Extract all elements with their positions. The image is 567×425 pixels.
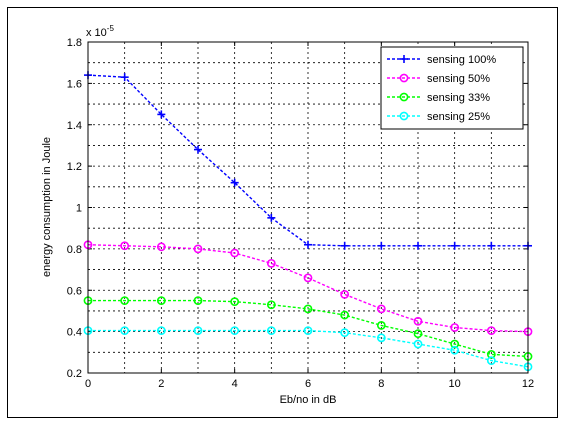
data-point xyxy=(413,316,423,326)
data-point xyxy=(266,258,276,268)
x-tick-labels: 0 2 4 6 8 10 12 xyxy=(85,378,534,390)
y-tick-labels: 0.2 0.4 0.6 0.8 1 1.2 1.4 1.6 1.8 xyxy=(67,37,82,380)
legend-item: sensing 33% xyxy=(387,92,490,104)
y-tick-label: 1.8 xyxy=(67,37,82,49)
legend-marker xyxy=(399,92,409,102)
data-point xyxy=(304,240,312,249)
legend-marker xyxy=(400,55,408,63)
data-point xyxy=(303,304,313,314)
data-point xyxy=(230,297,240,307)
legend: sensing 100% sensing 50% sensing 33% sensin… xyxy=(380,46,524,130)
data-point xyxy=(303,326,313,335)
y-tick-label: 0.2 xyxy=(67,368,82,380)
data-point xyxy=(120,296,130,305)
legend-label: sensing 50% xyxy=(427,73,490,85)
data-point xyxy=(450,345,460,355)
y-tick-label: 0.8 xyxy=(67,244,82,256)
data-point xyxy=(194,145,202,154)
data-point xyxy=(156,326,166,335)
data-point xyxy=(486,349,496,359)
series-line xyxy=(87,244,529,333)
data-point xyxy=(450,323,460,332)
data-point xyxy=(303,273,313,283)
y-tick-label: 0.6 xyxy=(67,285,82,297)
series-line xyxy=(88,329,529,368)
y-tick-label: 1 xyxy=(76,203,82,215)
data-point xyxy=(193,326,203,335)
y-exponent-base: x 10 xyxy=(86,27,107,39)
data-point xyxy=(156,296,166,305)
data-point xyxy=(120,326,130,335)
data-point xyxy=(414,241,422,250)
data-point xyxy=(413,329,423,339)
data-point xyxy=(230,326,240,335)
x-tick-label: 4 xyxy=(232,378,238,390)
series-0 xyxy=(84,71,532,250)
data-point xyxy=(450,241,459,250)
legend-label: sensing 25% xyxy=(427,111,490,123)
y-exponent-power: -5 xyxy=(107,24,115,33)
x-tick-label: 0 xyxy=(85,378,91,390)
legend-marker xyxy=(399,73,409,83)
x-tick-label: 10 xyxy=(449,378,461,390)
data-point xyxy=(193,296,203,305)
data-point xyxy=(377,241,386,250)
plot-area-border xyxy=(87,41,529,374)
y-exponent-label: x 10-5 xyxy=(86,24,114,39)
series-layer xyxy=(83,71,533,372)
data-point xyxy=(230,178,239,187)
y-tick-label: 1.4 xyxy=(67,120,82,132)
legend-label: sensing 100% xyxy=(427,54,496,66)
y-tick-label: 0.4 xyxy=(67,327,82,339)
data-point xyxy=(120,73,129,82)
data-point xyxy=(230,248,240,258)
data-point xyxy=(267,213,276,222)
legend-label: sensing 33% xyxy=(427,92,490,104)
data-point xyxy=(450,339,460,349)
data-point xyxy=(486,326,496,335)
x-tick-label: 12 xyxy=(522,378,534,390)
data-point xyxy=(193,244,203,254)
y-tick-label: 1.2 xyxy=(67,161,82,173)
data-point xyxy=(340,310,350,320)
data-point xyxy=(487,241,496,250)
legend-item: sensing 100% xyxy=(387,54,496,66)
data-point xyxy=(340,289,350,299)
x-tick-label: 6 xyxy=(305,378,311,390)
data-point xyxy=(376,321,386,330)
y-tick-label: 1.6 xyxy=(67,78,82,90)
series-3 xyxy=(83,326,533,372)
data-point xyxy=(486,356,496,365)
data-point xyxy=(340,328,350,338)
legend-item: sensing 25% xyxy=(387,111,490,123)
y-axis-label: energy consumption in Joule xyxy=(41,137,53,277)
x-tick-label: 8 xyxy=(378,378,384,390)
data-point xyxy=(266,326,276,335)
data-point xyxy=(376,333,386,343)
x-axis-label: Eb/no in dB xyxy=(280,394,337,406)
data-point xyxy=(156,242,166,252)
legend-item: sensing 50% xyxy=(387,73,490,85)
series-line xyxy=(88,299,529,358)
data-point xyxy=(120,241,130,251)
x-tick-label: 2 xyxy=(158,378,164,390)
data-point xyxy=(340,241,349,250)
data-point xyxy=(376,304,386,314)
data-point xyxy=(157,110,166,119)
data-point xyxy=(413,339,423,349)
legend-marker xyxy=(399,111,409,121)
data-point xyxy=(266,300,276,310)
